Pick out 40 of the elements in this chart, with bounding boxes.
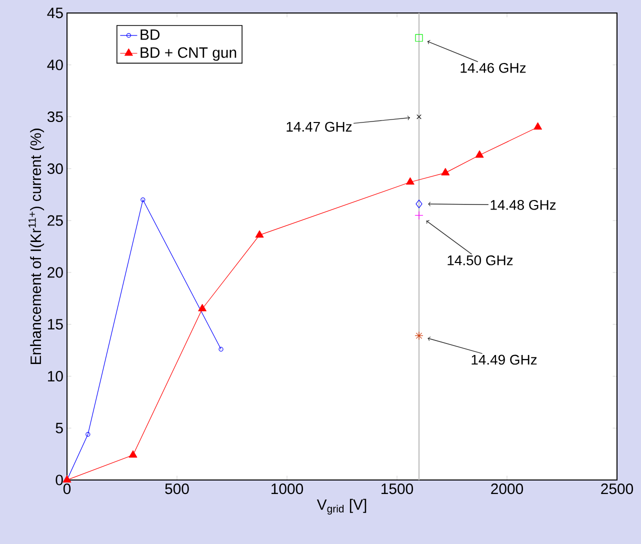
legend-label: BD + CNT gun bbox=[140, 47, 236, 61]
x-tick-label: 1000 bbox=[272, 484, 304, 494]
point bbox=[416, 114, 422, 120]
point bbox=[475, 150, 484, 158]
y-axis-title: Enhancement of I(Kr$^{11+}$) current (%) bbox=[28, 128, 44, 364]
point bbox=[416, 200, 422, 208]
annotation: 14.48 GHz bbox=[490, 200, 556, 210]
y-tick-label: 25 bbox=[48, 215, 63, 226]
x-tick-label: 2000 bbox=[491, 484, 524, 494]
annotation: 14.47 GHz bbox=[286, 122, 352, 132]
point bbox=[255, 230, 264, 238]
point bbox=[406, 177, 414, 185]
point bbox=[534, 122, 542, 130]
x-tick-label: 1500 bbox=[382, 484, 414, 494]
point bbox=[62, 475, 72, 483]
y-tick-label: 20 bbox=[48, 267, 63, 278]
annotation: 14.46 GHz bbox=[460, 62, 526, 73]
point bbox=[128, 450, 138, 458]
point bbox=[415, 34, 423, 42]
point bbox=[414, 211, 424, 220]
y-tick-label: 45 bbox=[47, 8, 63, 18]
point bbox=[140, 197, 146, 202]
y-tick-label: 15 bbox=[48, 319, 63, 330]
point bbox=[441, 168, 450, 176]
y-tick-label: 40 bbox=[47, 60, 63, 70]
legend-label: BD bbox=[140, 30, 160, 40]
y-tick-label: 0 bbox=[56, 474, 63, 486]
annotation: 14.49 GHz bbox=[472, 354, 537, 365]
y-tick-label: 10 bbox=[48, 370, 63, 382]
x-tick-label: 0 bbox=[63, 484, 71, 494]
y-tick-label: 30 bbox=[47, 163, 63, 174]
x-axis-title: V$_{grid}$ [V] bbox=[316, 498, 366, 515]
x-tick-label: 500 bbox=[165, 484, 189, 494]
y-tick-label: 35 bbox=[47, 111, 63, 122]
point bbox=[86, 432, 90, 437]
x-tick-label: 2500 bbox=[601, 484, 634, 494]
point bbox=[198, 304, 206, 312]
annotation: 14.50 GHz bbox=[448, 255, 513, 266]
y-tick-label: 5 bbox=[56, 422, 63, 434]
point bbox=[414, 331, 424, 340]
